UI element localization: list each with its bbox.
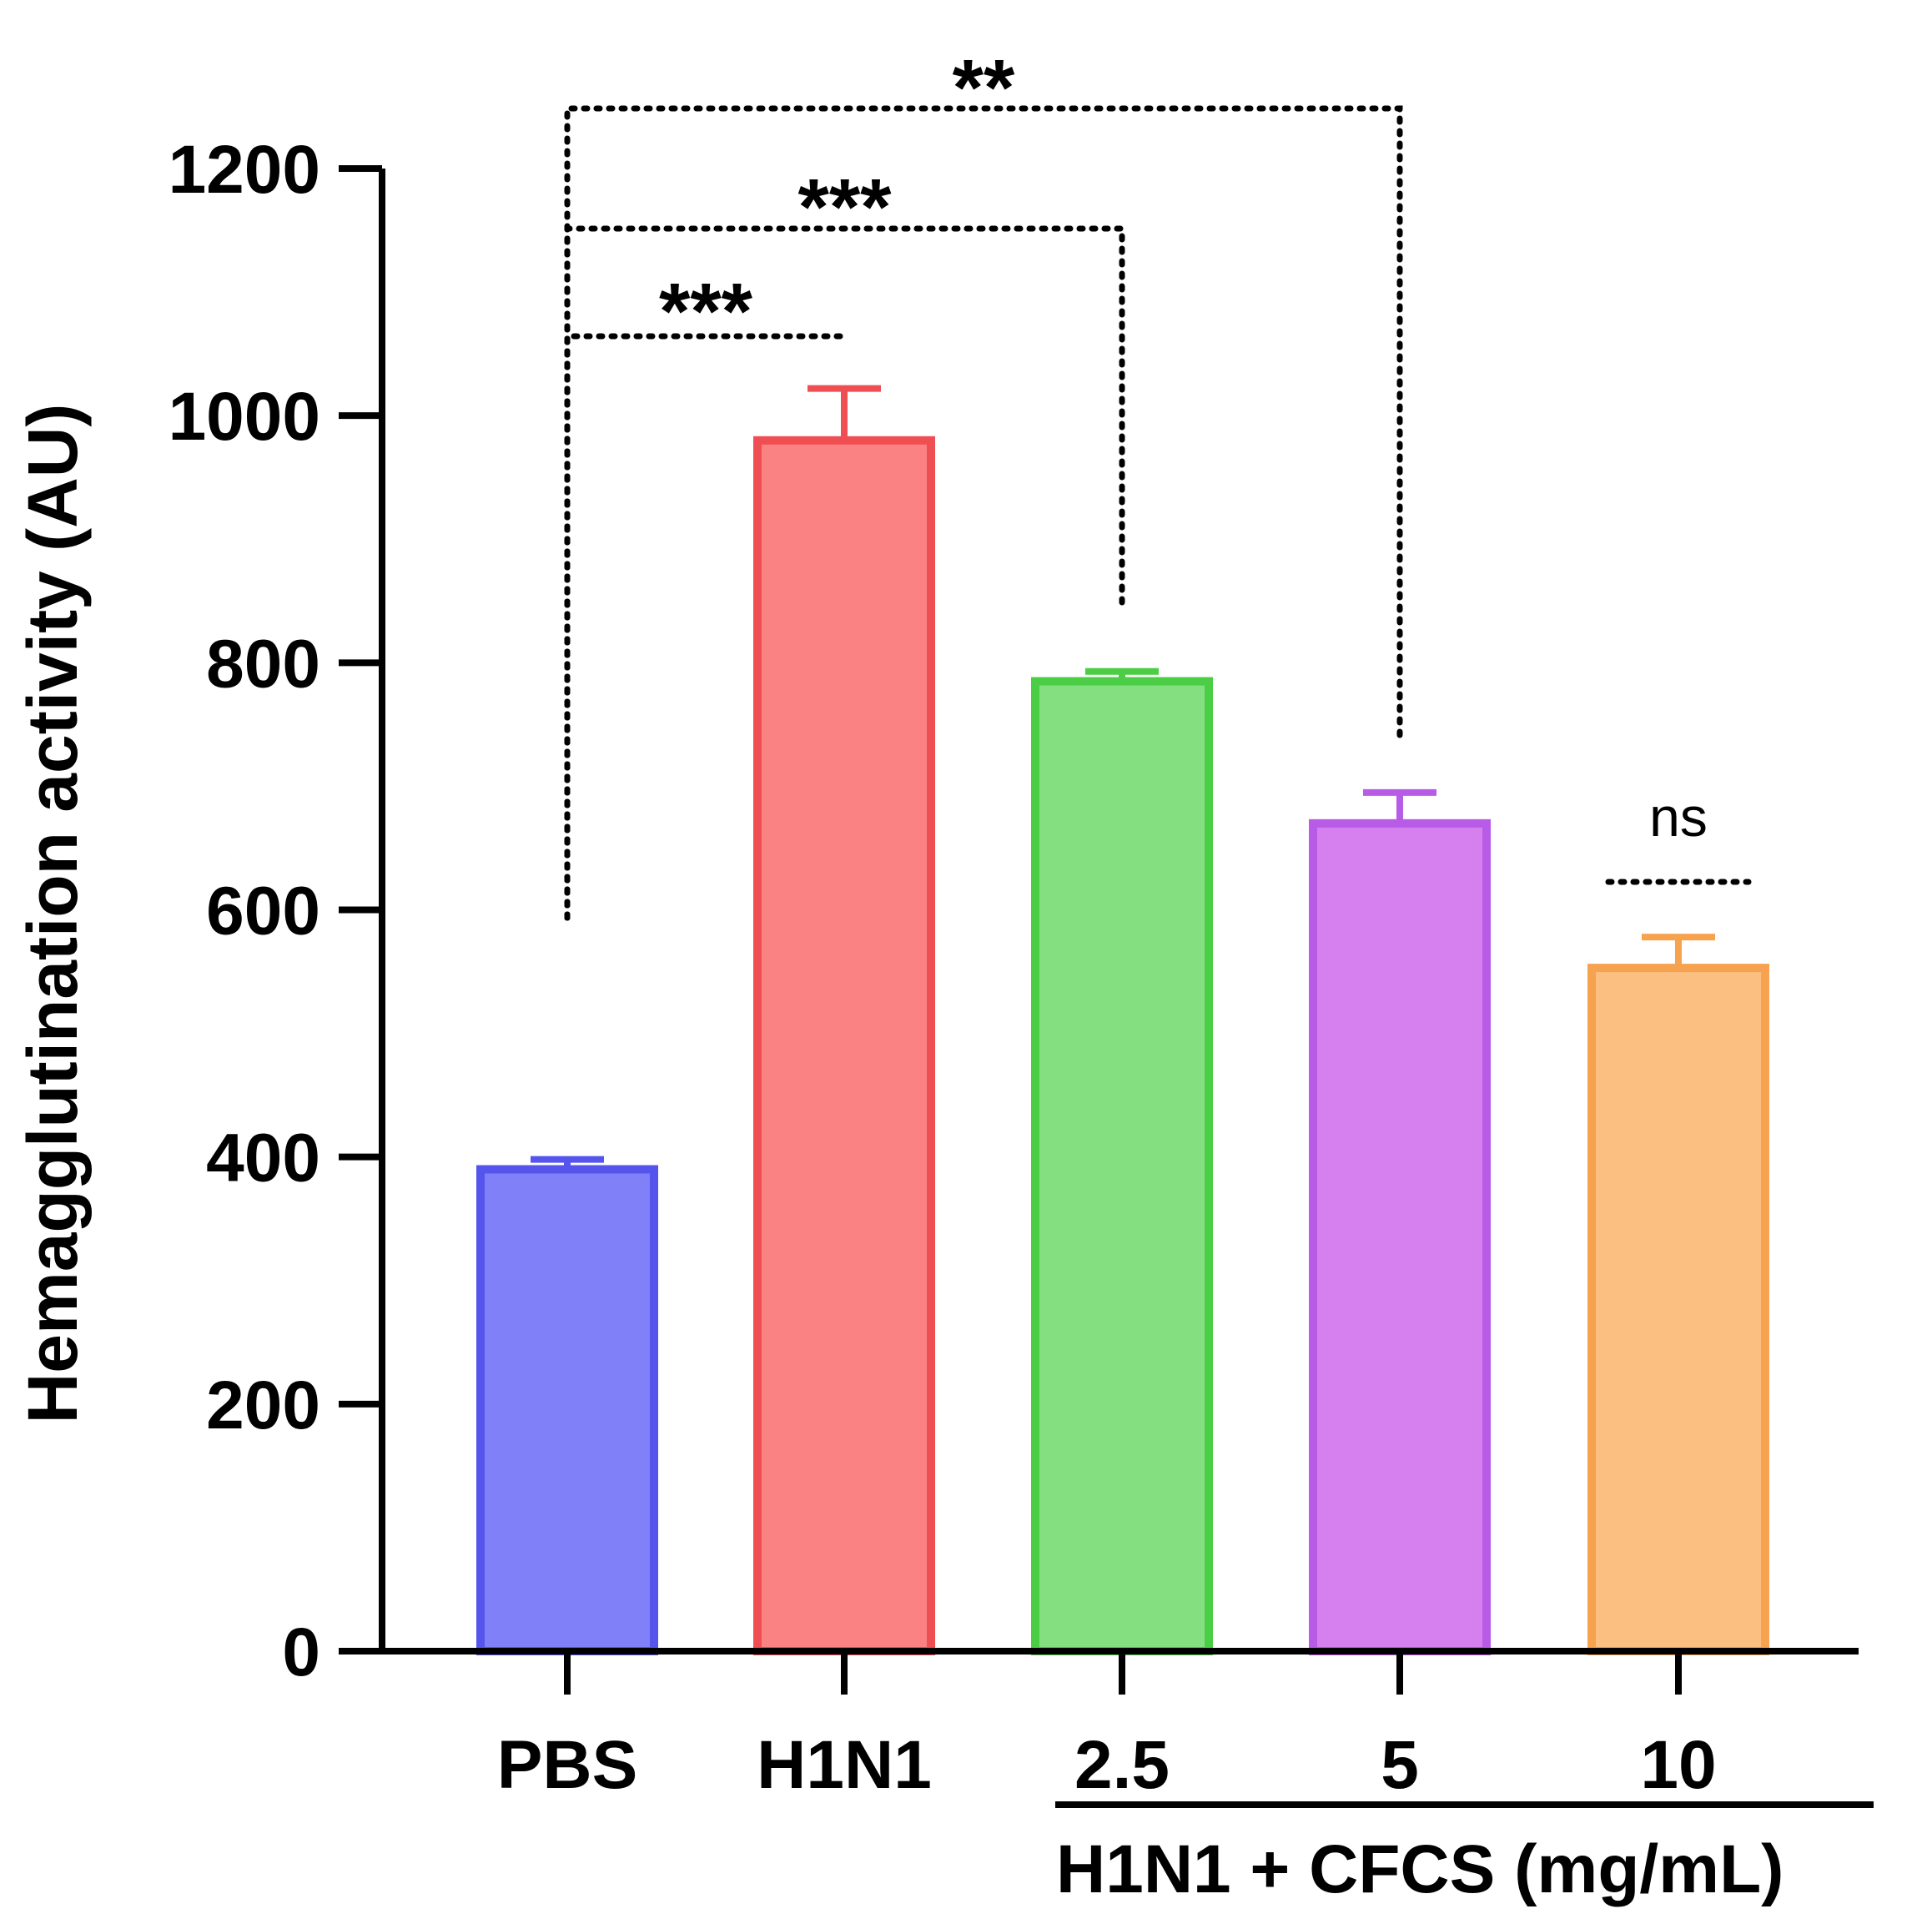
y-tick-label-200: 200 — [206, 1367, 320, 1443]
significance-label-1: *** — [797, 163, 892, 252]
group-label: H1N1 + CFCS (mg/mL) — [1056, 1831, 1784, 1907]
y-tick-label-800: 800 — [206, 626, 320, 702]
x-tick-label-H1N1: H1N1 — [757, 1727, 932, 1803]
significance-bracket-1 — [564, 225, 1125, 921]
bar-2.5 — [1031, 677, 1213, 1656]
y-tick-label-400: 400 — [206, 1121, 320, 1196]
significance-bracket-2 — [564, 105, 1403, 921]
significance-label-0: *** — [659, 267, 753, 356]
y-tick-label-1200: 1200 — [169, 132, 320, 208]
x-tick-label-10: 10 — [1640, 1727, 1716, 1803]
y-tick-label-1000: 1000 — [169, 379, 320, 455]
x-tick-label-PBS: PBS — [497, 1727, 638, 1803]
axes-layer: 0 200 400 600 800 1000 1200 PBS H1N1 2.5 5 10 — [169, 132, 1859, 1803]
significance-annotations: ********ns — [564, 43, 1752, 921]
significance-label-3: ns — [1649, 786, 1708, 848]
y-tick-label-600: 600 — [206, 874, 320, 949]
x-tick-label-2.5: 2.5 — [1074, 1727, 1170, 1803]
bar-PBS — [476, 1165, 658, 1655]
bar-10 — [1587, 964, 1769, 1655]
bar-5 — [1309, 818, 1491, 1655]
y-tick-label-0: 0 — [282, 1614, 320, 1690]
significance-label-2: ** — [953, 43, 1015, 133]
y-axis-label: Hemagglutination activity (AU) — [13, 404, 92, 1424]
x-tick-label-5: 5 — [1381, 1727, 1419, 1803]
bar-H1N1 — [753, 436, 935, 1655]
